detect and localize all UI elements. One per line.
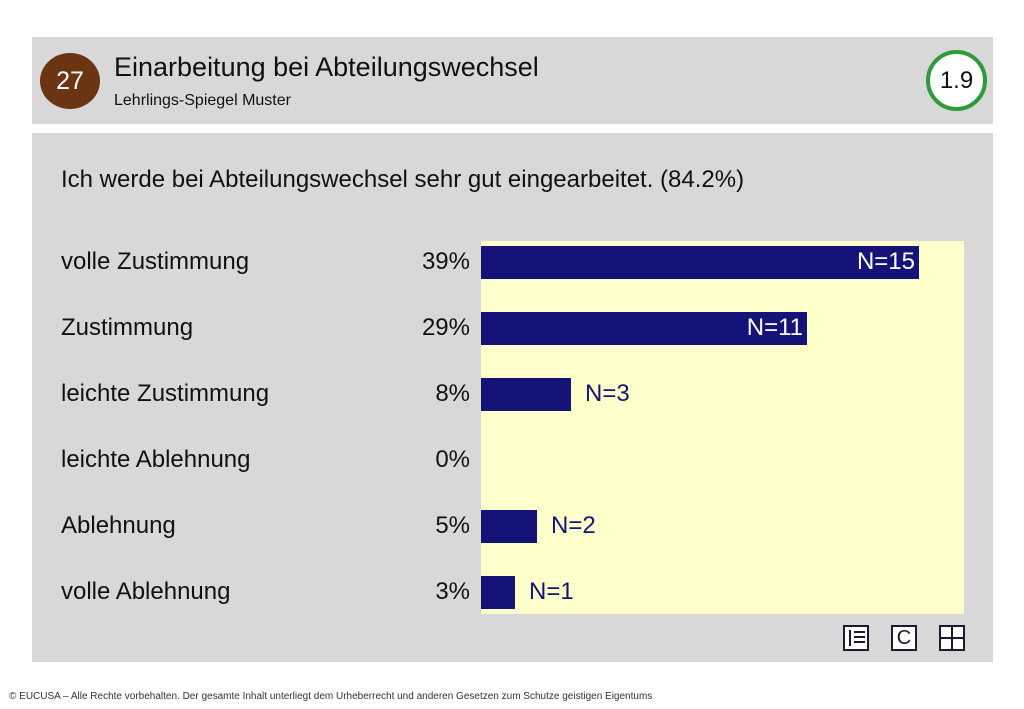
n-count-label: N=11 bbox=[746, 314, 803, 341]
bar bbox=[481, 510, 537, 543]
percent-label: 5% bbox=[435, 512, 470, 539]
percent-label: 29% bbox=[421, 314, 470, 341]
n-count-label: N=3 bbox=[585, 380, 630, 407]
n-count-label: N=1 bbox=[529, 578, 574, 605]
chart-title: Ich werde bei Abteilungswechsel sehr gut… bbox=[61, 166, 745, 193]
copyright-footer: © EUCUSA – Alle Rechte vorbehalten. Der … bbox=[9, 691, 653, 702]
category-label: leichte Ablehnung bbox=[61, 446, 251, 473]
percent-label: 3% bbox=[435, 578, 470, 605]
percent-label: 0% bbox=[435, 446, 470, 473]
category-label: volle Ablehnung bbox=[61, 578, 231, 605]
list-icon[interactable] bbox=[843, 625, 869, 651]
bar bbox=[481, 576, 515, 609]
category-label: Ablehnung bbox=[61, 512, 176, 539]
percent-label: 8% bbox=[435, 380, 470, 407]
chart-panel: Ich werde bei Abteilungswechsel sehr gut… bbox=[32, 133, 993, 662]
score-badge: 1.9 bbox=[926, 50, 987, 111]
page-number-badge: 27 bbox=[40, 53, 100, 109]
percent-label: 39% bbox=[421, 248, 470, 275]
c-icon[interactable]: C bbox=[891, 625, 917, 651]
n-count-label: N=2 bbox=[551, 512, 596, 539]
header-panel: 27 Einarbeitung bei Abteilungswechsel Le… bbox=[32, 37, 993, 124]
n-count-label: N=15 bbox=[856, 248, 915, 275]
category-label: Zustimmung bbox=[61, 314, 194, 341]
grid-icon[interactable] bbox=[939, 625, 965, 651]
bar bbox=[481, 378, 571, 411]
page-subtitle: Lehrlings-Spiegel Muster bbox=[114, 92, 291, 109]
bar bbox=[481, 312, 807, 345]
bar bbox=[481, 246, 919, 279]
category-label: volle Zustimmung bbox=[61, 248, 250, 275]
category-label: leichte Zustimmung bbox=[61, 380, 270, 407]
plot-area bbox=[481, 241, 964, 614]
page-title: Einarbeitung bei Abteilungswechsel bbox=[114, 52, 539, 82]
